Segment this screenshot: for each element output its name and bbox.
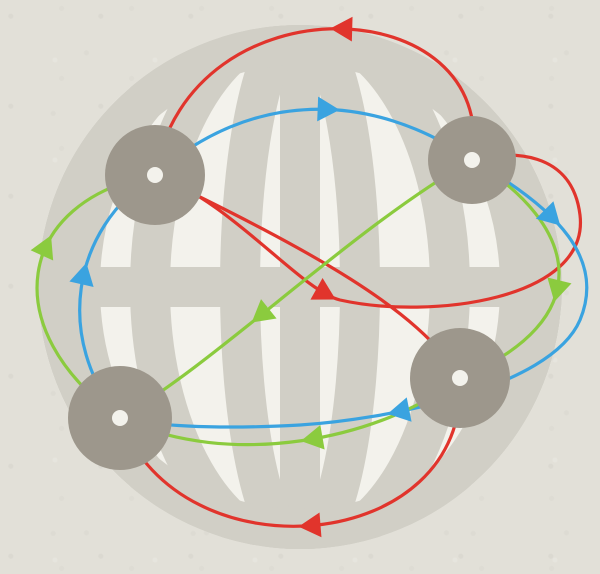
node-n2	[428, 116, 516, 204]
network-globe-diagram	[0, 0, 600, 574]
node-n1	[105, 125, 205, 225]
node-n4	[410, 328, 510, 428]
node-hole	[112, 410, 128, 426]
node-hole	[147, 167, 163, 183]
node-n3	[68, 366, 172, 470]
globe-background	[38, 25, 562, 549]
globe-ribs	[38, 25, 562, 549]
node-hole	[464, 152, 480, 168]
node-hole	[452, 370, 468, 386]
